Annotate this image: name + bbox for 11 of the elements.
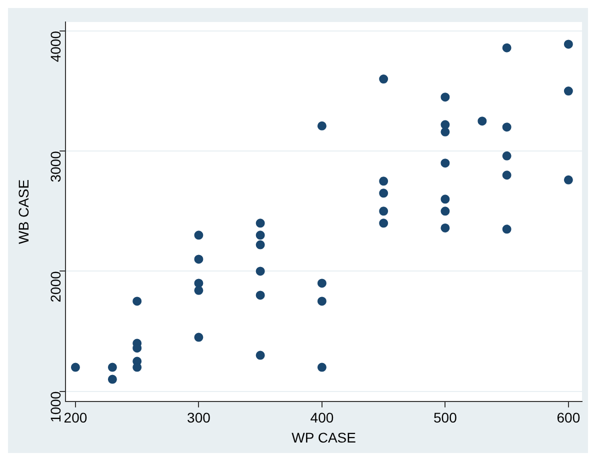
x-tick-label: 300	[187, 410, 211, 426]
x-tick-label: 200	[64, 410, 88, 426]
x-tick-label: 500	[434, 410, 458, 426]
x-tick-label: 600	[556, 410, 580, 426]
x-tick-label: 400	[310, 410, 334, 426]
y-tick-label: 1000	[47, 391, 64, 422]
x-axis-title: WP CASE	[292, 429, 356, 446]
y-tick-label: 3000	[47, 150, 64, 182]
y-tick-label: 4000	[47, 30, 64, 62]
y-axis-title: WB CASE	[15, 179, 32, 244]
y-tick-label: 2000	[47, 271, 64, 302]
